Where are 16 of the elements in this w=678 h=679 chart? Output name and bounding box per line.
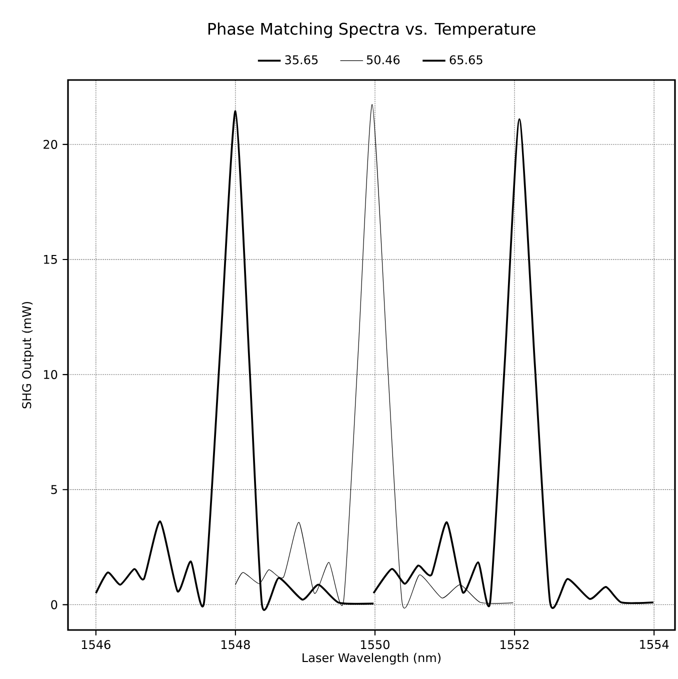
legend-label: 50.46 bbox=[366, 55, 400, 64]
y-tick-label: 15 bbox=[44, 255, 57, 264]
chart-title: Phase Matching Spectra vs. Temperature bbox=[208, 22, 536, 38]
legend-label: 65.65 bbox=[450, 55, 482, 64]
y-tick-label: 10 bbox=[44, 370, 58, 380]
legend-label: 35.65 bbox=[285, 55, 318, 64]
y-tick-label: 20 bbox=[44, 140, 58, 149]
y-axis-title: SHG Output (mW) bbox=[22, 302, 34, 408]
x-tick-label: 1550 bbox=[361, 640, 390, 650]
x-tick-label: 1546 bbox=[82, 640, 110, 650]
x-tick-label: 1552 bbox=[500, 640, 529, 650]
x-axis-title: Laser Wavelength (nm) bbox=[302, 652, 441, 665]
x-tick-label: 1548 bbox=[221, 640, 250, 650]
y-tick-label: 5 bbox=[51, 485, 57, 494]
x-tick-label: 1554 bbox=[640, 640, 669, 649]
y-tick-label: 0 bbox=[51, 600, 58, 610]
